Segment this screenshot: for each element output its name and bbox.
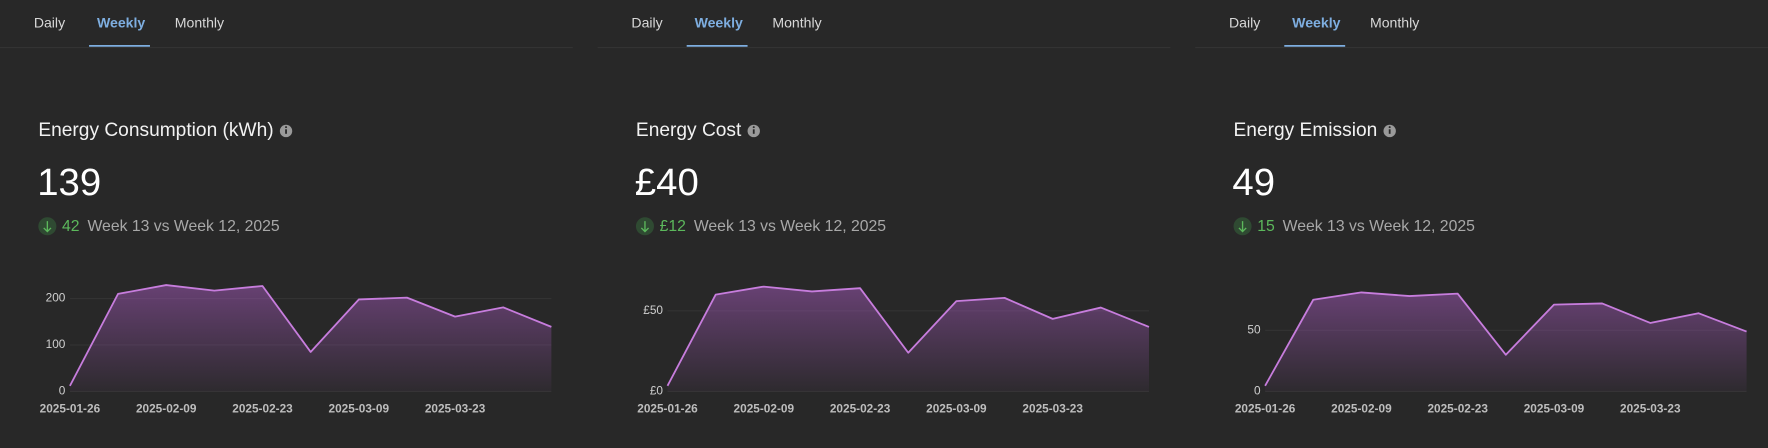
y-tick-label: 0 [1254,384,1261,398]
tab[interactable]: Daily [631,15,663,31]
x-tick-label: 2025-03-23 [425,402,486,416]
comparison-text: Week 13 vs Week 12, 2025 [87,218,279,235]
headline-value: £40 [635,161,699,204]
headline-value: 139 [37,161,101,204]
x-tick-label: 2025-03-09 [329,402,390,416]
area-fill [1265,292,1747,392]
x-tick-label: 2025-01-26 [40,402,101,416]
panel: Daily Weekly Monthly Energy Consumption (kW… [0,15,573,416]
x-tick-label: 2025-02-23 [1427,402,1488,416]
info-icon-mark [1388,129,1391,134]
x-tick-label: 2025-02-09 [1331,402,1392,416]
y-tick-label: £0 [650,384,664,398]
delta-value: 15 [1257,218,1275,235]
y-tick-label: 200 [46,291,66,305]
tab[interactable]: Weekly [695,15,743,31]
area-fill [69,285,552,392]
delta-arrow [43,221,52,233]
delta-arrow [1238,221,1247,233]
info-icon-mark [285,129,287,134]
y-tick-label: 100 [46,337,66,351]
area-line [1264,291,1747,387]
delta-arrow [640,221,650,233]
area-line [666,285,1150,387]
info-icon-dot [752,126,755,129]
card-title: Energy Emission [1234,120,1378,141]
x-tick-label: 2025-03-23 [1022,402,1083,416]
area-line [69,284,552,387]
x-tick-label: 2025-01-26 [637,402,698,416]
tab[interactable]: Monthly [772,15,822,31]
y-tick-label: 0 [59,384,66,398]
x-tick-label: 2025-02-23 [232,402,293,416]
card-title: Energy Consumption (kWh) [38,120,273,141]
y-tick-label: £50 [643,303,663,317]
tab[interactable]: Monthly [1370,15,1420,31]
x-tick-label: 2025-03-09 [1524,402,1585,416]
tab[interactable]: Daily [34,15,66,31]
tab[interactable]: Daily [1229,15,1261,31]
delta-value: 42 [62,218,80,235]
area-fill [667,286,1149,392]
tab[interactable]: Weekly [97,15,145,31]
tab[interactable]: Monthly [175,15,225,31]
delta-value: £12 [660,218,686,235]
y-tick-label: 50 [1247,322,1261,336]
tab[interactable]: Weekly [1292,15,1340,31]
x-tick-label: 2025-01-26 [1235,402,1296,416]
card-title: Energy Cost [636,120,742,141]
x-tick-label: 2025-03-09 [926,402,987,416]
x-tick-label: 2025-03-23 [1620,402,1681,416]
info-icon-mark [752,129,755,134]
x-tick-label: 2025-02-09 [734,402,795,416]
comparison-text: Week 13 vs Week 12, 2025 [694,218,886,235]
x-tick-label: 2025-02-23 [830,402,891,416]
panel: Daily Weekly Monthly Energy Emission 49 15 Wee… [1195,15,1768,416]
info-icon-dot [1388,126,1391,129]
headline-value: 49 [1232,161,1275,204]
info-icon-dot [285,126,288,129]
comparison-text: Week 13 vs Week 12, 2025 [1283,218,1475,235]
panel: Daily Weekly Monthly Energy Cost £40 £12 Week … [597,15,1171,416]
x-tick-label: 2025-02-09 [136,402,197,416]
